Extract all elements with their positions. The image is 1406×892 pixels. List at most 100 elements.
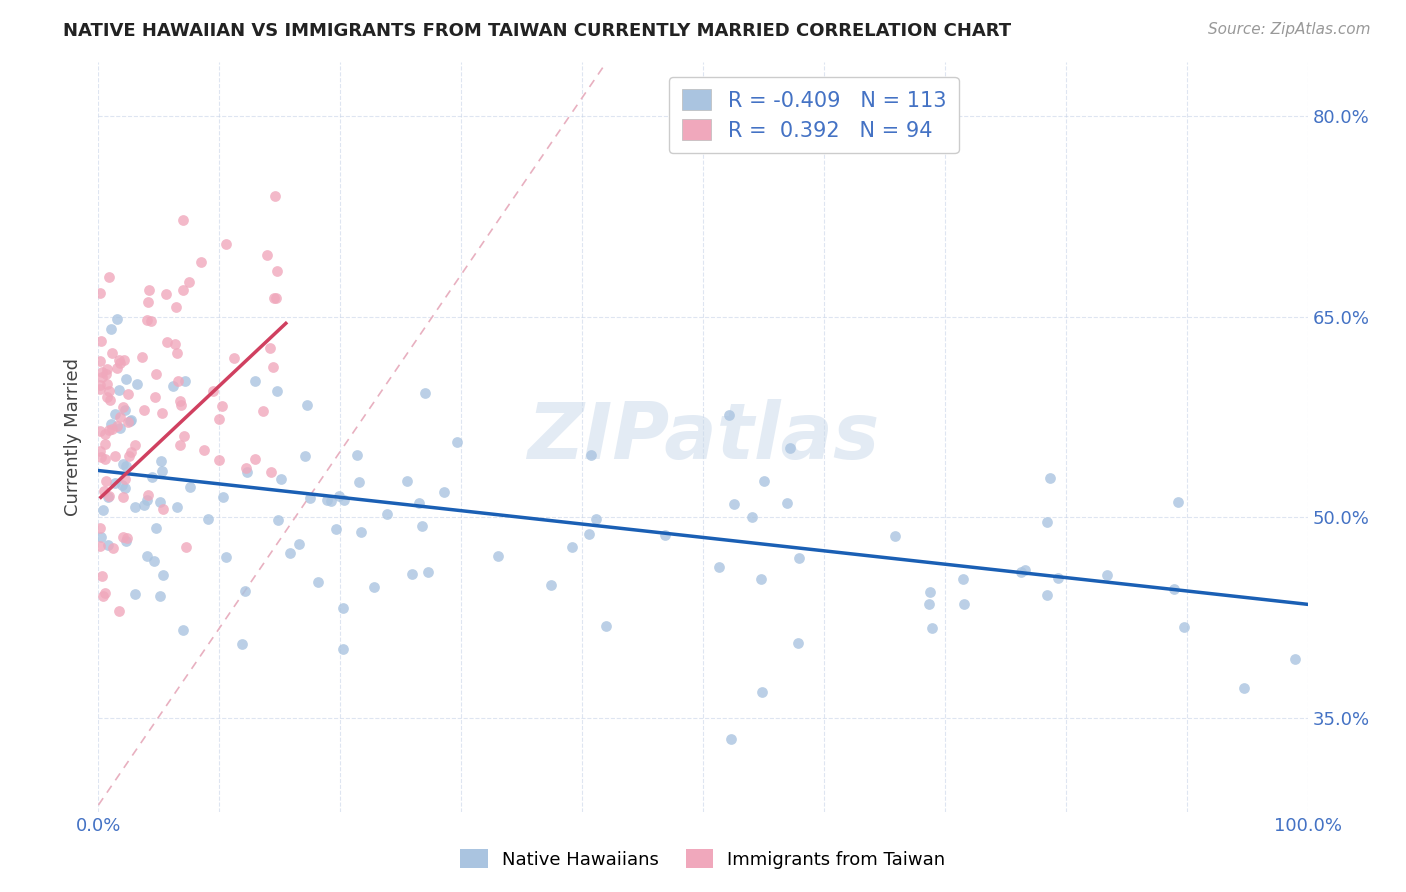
Point	[413, 385, 436, 400]
Point	[787, 551, 810, 566]
Point	[595, 619, 617, 633]
Point	[105, 360, 128, 375]
Point	[89, 286, 111, 301]
Point	[114, 534, 136, 549]
Point	[136, 294, 159, 309]
Point	[170, 398, 193, 412]
Point	[149, 494, 172, 508]
Point	[145, 367, 167, 381]
Point	[136, 549, 159, 563]
Point	[143, 553, 166, 567]
Point	[166, 346, 188, 360]
Point	[104, 407, 127, 421]
Point	[111, 457, 134, 471]
Point	[222, 351, 245, 365]
Point	[718, 408, 741, 422]
Point	[411, 518, 433, 533]
Point	[98, 392, 121, 407]
Point	[101, 345, 124, 359]
Point	[363, 581, 385, 595]
Point	[89, 378, 111, 392]
Point	[263, 189, 285, 203]
Point	[141, 314, 163, 328]
Point	[93, 483, 115, 498]
Point	[214, 549, 236, 564]
Point	[89, 382, 111, 396]
Point	[752, 474, 775, 488]
Point	[117, 387, 139, 401]
Point	[332, 601, 354, 615]
Point	[97, 538, 120, 552]
Point	[233, 584, 256, 599]
Point	[107, 383, 129, 397]
Point	[96, 474, 118, 488]
Point	[654, 528, 676, 542]
Point	[884, 528, 907, 542]
Point	[328, 489, 350, 503]
Point	[120, 414, 142, 428]
Point	[152, 568, 174, 582]
Point	[1095, 568, 1118, 582]
Point	[114, 472, 136, 486]
Point	[90, 568, 112, 582]
Point	[131, 350, 153, 364]
Point	[150, 406, 173, 420]
Point	[127, 377, 149, 392]
Point	[91, 365, 114, 379]
Point	[96, 390, 118, 404]
Point	[169, 438, 191, 452]
Point	[787, 636, 810, 650]
Point	[98, 269, 121, 284]
Point	[112, 353, 135, 368]
Point	[325, 522, 347, 536]
Point	[91, 590, 114, 604]
Point	[115, 531, 138, 545]
Point	[169, 393, 191, 408]
Point	[124, 438, 146, 452]
Point	[89, 539, 111, 553]
Point	[235, 465, 257, 479]
Point	[299, 491, 322, 506]
Point	[741, 510, 763, 524]
Point	[114, 403, 136, 417]
Point	[585, 511, 607, 525]
Point	[1163, 582, 1185, 596]
Point	[104, 476, 127, 491]
Point	[162, 378, 184, 392]
Point	[211, 400, 233, 414]
Point	[115, 458, 138, 473]
Point	[433, 485, 456, 500]
Point	[101, 541, 124, 555]
Point	[111, 530, 134, 544]
Y-axis label: Currently Married: Currently Married	[65, 358, 83, 516]
Point	[486, 549, 509, 563]
Point	[172, 283, 194, 297]
Point	[141, 470, 163, 484]
Point	[100, 322, 122, 336]
Point	[263, 291, 285, 305]
Legend: R = -0.409   N = 113, R =  0.392   N = 94: R = -0.409 N = 113, R = 0.392 N = 94	[669, 77, 959, 153]
Point	[1233, 681, 1256, 695]
Point	[1035, 588, 1057, 602]
Point	[1284, 652, 1306, 666]
Point	[107, 353, 129, 368]
Point	[1167, 495, 1189, 509]
Point	[136, 312, 159, 326]
Point	[408, 496, 430, 510]
Point	[1173, 620, 1195, 634]
Point	[920, 584, 942, 599]
Point	[111, 478, 134, 492]
Point	[1010, 566, 1032, 580]
Point	[93, 426, 115, 441]
Point	[953, 598, 976, 612]
Point	[155, 286, 177, 301]
Point	[94, 585, 117, 599]
Point	[150, 464, 173, 478]
Point	[118, 449, 141, 463]
Point	[124, 500, 146, 514]
Point	[94, 368, 117, 382]
Point	[921, 621, 943, 635]
Point	[94, 452, 117, 467]
Point	[90, 530, 112, 544]
Point	[235, 461, 257, 475]
